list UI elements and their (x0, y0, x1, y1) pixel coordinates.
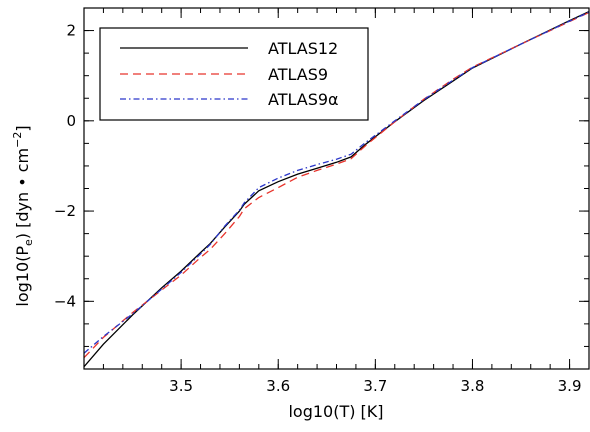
x-axis-label: log10(T) [K] (288, 402, 383, 421)
plot-frame (83, 7, 590, 370)
x-tick-label: 3.6 (266, 377, 290, 395)
legend: ATLAS12 ATLAS9 ATLAS9α (99, 27, 369, 121)
x-tick-label: 3.5 (169, 377, 193, 395)
y-label-end: ] (13, 125, 32, 131)
x-tick-label: 3.8 (461, 377, 485, 395)
y-axis-title: log10(Pe) [dyn • cm−2] (11, 125, 35, 306)
y-label-sub: e (22, 239, 35, 246)
legend-label-atlas9alpha: ATLAS9α (268, 90, 339, 109)
x-tick-label: 3.9 (558, 377, 582, 395)
y-label-rest: ) [dyn • cm (13, 148, 32, 239)
tick-layer: 3.5 3.6 3.7 3.8 3.9 −4 −2 0 2 (54, 7, 590, 395)
y-tick-label: −2 (54, 202, 76, 220)
y-label-main: log10(P (13, 246, 32, 307)
y-axis-label: log10(Pe) [dyn • cm−2] (11, 125, 35, 306)
x-tick-label: 3.7 (363, 377, 387, 395)
legend-box (99, 27, 369, 121)
series-line-atlas9 (84, 11, 589, 359)
y-label-sup: −2 (11, 132, 24, 148)
series-layer (84, 11, 589, 368)
series-line-atlas9 (84, 11, 589, 354)
y-tick-label: 2 (66, 22, 76, 40)
x-axis-title: log10(T) [K] (288, 402, 383, 421)
y-tick-label: −4 (54, 292, 76, 310)
legend-label-atlas12: ATLAS12 (268, 39, 338, 58)
series-line-atlas12 (84, 11, 589, 368)
y-tick-label: 0 (66, 112, 76, 130)
legend-label-atlas9: ATLAS9 (268, 65, 328, 84)
